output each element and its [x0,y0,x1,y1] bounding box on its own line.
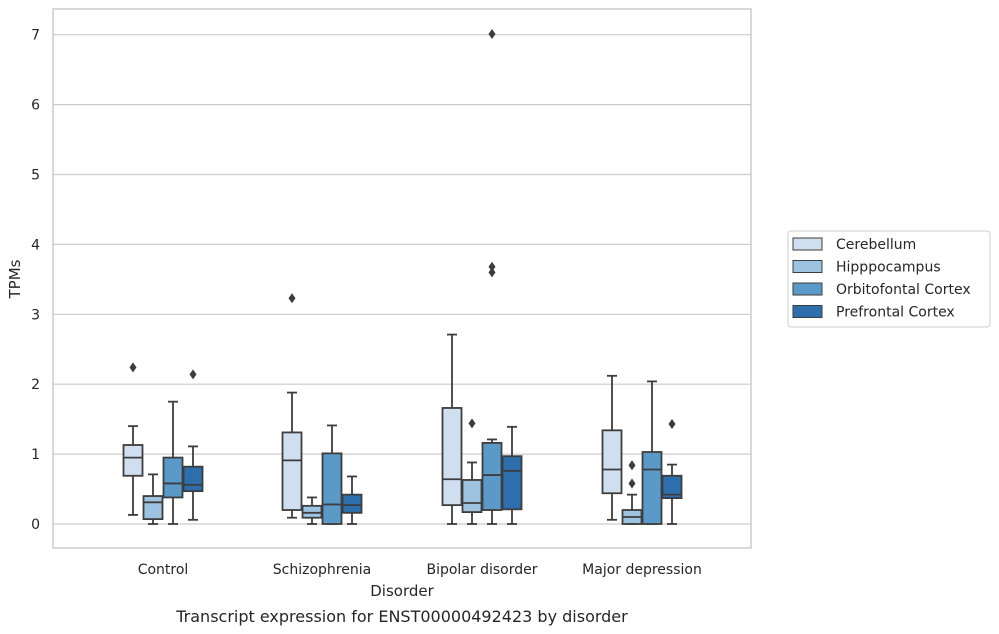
y-tick-label: 4 [31,237,40,253]
legend-swatch [792,305,823,318]
box-iqr [661,474,683,500]
box-iqr [481,442,503,511]
box-0-2 [162,400,184,525]
box-3-3 [661,419,683,525]
chart-caption: Transcript expression for ENST0000049242… [175,607,628,626]
legend: Cerebellum Hipppocampus Orbitofontal Corte… [787,230,991,328]
y-tick-label: 2 [31,377,40,393]
y-tick-label: 5 [31,168,40,184]
grid-lines [53,34,751,525]
outlier-point [668,419,676,430]
box-iqr [281,431,303,511]
y-tick-label: 7 [31,28,40,44]
box-1-0 [281,293,303,519]
x-tick-labels: Control Schizophrenia Bipolar disorder Majo… [138,562,702,578]
x-axis-label: Disorder [370,582,434,600]
outlier-point [189,369,197,380]
outlier-point [129,362,137,373]
box-iqr [601,429,623,495]
box-iqr [321,452,343,525]
x-tick-label: Control [138,562,189,578]
boxes-layer [122,29,683,525]
box-1-1 [301,496,323,525]
box-3-2 [641,380,663,525]
legend-swatch [792,260,823,273]
y-axis-label: TPMs [6,259,24,299]
outlier-point [628,478,636,489]
y-tick-label: 0 [31,517,40,533]
x-tick-label: Major depression [582,562,702,578]
box-1-2 [321,424,343,525]
box-2-2 [481,29,503,525]
y-tick-label: 6 [31,98,40,114]
outlier-point [488,29,496,40]
legend-label: Cerebellum [836,237,916,253]
legend-label: Prefrontal Cortex [836,305,955,321]
legend-swatch [792,237,823,251]
box-iqr [142,495,164,521]
y-tick-labels: 0 1 2 3 4 5 6 7 [31,28,40,533]
box-iqr [501,455,523,511]
box-0-1 [142,473,164,525]
legend-label: Hipppocampus [836,260,941,276]
y-tick-label: 1 [31,447,40,463]
y-tick-label: 3 [31,307,40,323]
box-iqr [301,504,323,519]
outlier-point [468,418,476,429]
legend-label: Orbitofontal Cortex [836,282,971,298]
outlier-point [288,293,296,304]
plot-frame [52,8,752,549]
outlier-point [488,261,496,272]
legend-swatch [792,282,823,296]
box-iqr [641,451,663,525]
box-3-0 [601,374,623,521]
x-tick-label: Schizophrenia [273,562,371,578]
box-iqr [461,479,483,514]
box-iqr [122,444,144,477]
outlier-point [488,267,496,278]
box-0-3 [182,369,204,521]
box-2-3 [501,425,523,525]
box-iqr [441,407,463,507]
box-iqr [162,456,184,499]
x-tick-label: Bipolar disorder [426,562,537,578]
box-2-0 [441,333,463,525]
box-iqr [341,493,363,514]
legend-frame [787,230,991,328]
outlier-point [628,460,636,471]
box-3-1 [621,460,643,525]
box-0-0 [122,362,144,516]
box-iqr [182,465,204,493]
box-2-1 [461,418,483,525]
box-1-3 [341,475,363,525]
